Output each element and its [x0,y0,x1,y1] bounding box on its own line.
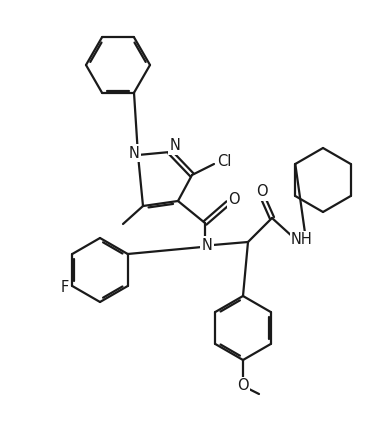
Text: N: N [169,138,180,153]
Text: Cl: Cl [217,153,231,169]
Text: N: N [202,237,212,252]
Text: F: F [60,280,68,296]
Text: O: O [256,184,268,199]
Text: O: O [228,191,240,206]
Text: N: N [128,145,139,160]
Text: O: O [237,378,249,393]
Text: NH: NH [291,233,313,247]
